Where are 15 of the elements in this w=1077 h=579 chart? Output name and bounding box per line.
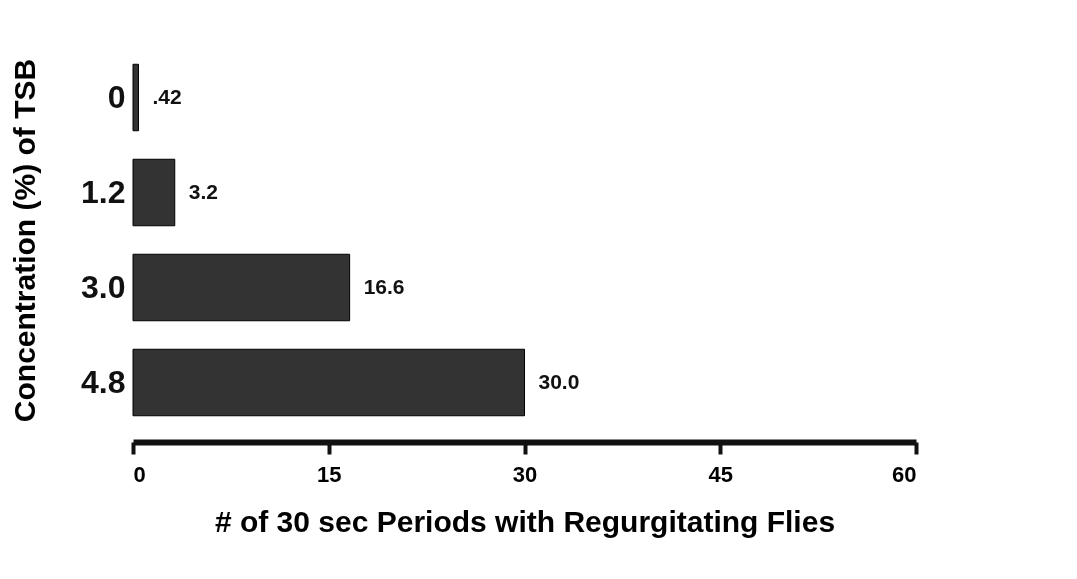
x-tick-label: 30 [512,461,538,487]
y-tick-label: 3.0 [81,268,126,305]
y-axis-title: Concentration (%) of TSB [8,58,42,423]
y-tick-label: 1.2 [81,173,126,210]
x-tick-label: 0 [133,461,146,487]
x-tick-label: 45 [708,461,733,487]
y-tick-label: 4.8 [81,363,126,400]
x-axis-title: # of 30 sec Periods with Regurgitating Flies [214,504,836,538]
x-tick-label: 15 [317,461,342,487]
data-label: 3.2 [188,179,218,203]
data-label: 30.0 [538,369,580,393]
y-tick-label: 0 [107,78,126,115]
x-tick-label: 60 [892,461,917,487]
data-label: 16.6 [363,274,405,298]
data-label: .42 [152,84,182,108]
